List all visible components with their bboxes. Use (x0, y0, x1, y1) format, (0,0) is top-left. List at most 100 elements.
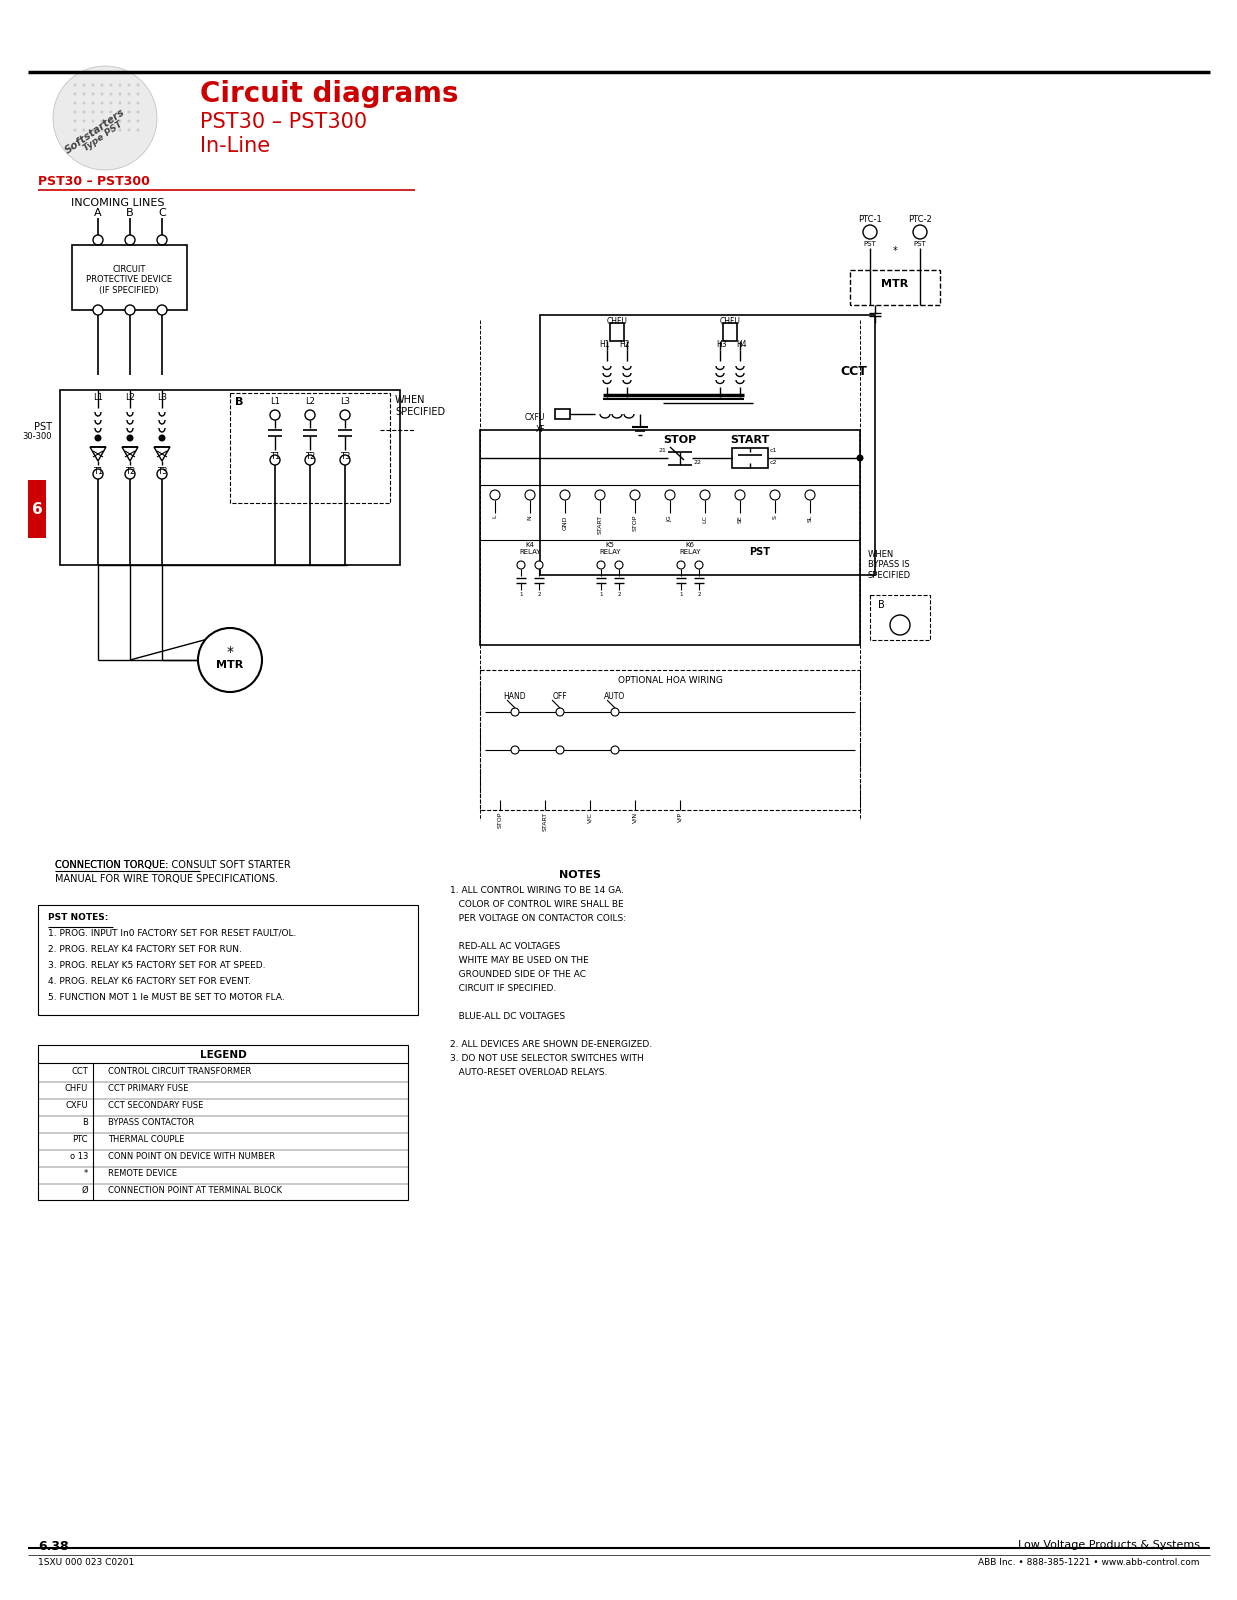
Text: Softstarters: Softstarters (63, 107, 127, 155)
Bar (38, 1045, 408, 1200)
Text: 6: 6 (32, 501, 42, 517)
Text: In-Line: In-Line (200, 136, 270, 157)
Text: *: * (893, 246, 897, 256)
Text: PST NOTES:: PST NOTES: (48, 914, 109, 922)
Circle shape (110, 93, 113, 96)
Circle shape (889, 614, 910, 635)
Text: MTR: MTR (216, 659, 244, 670)
Text: 1: 1 (520, 592, 523, 597)
Circle shape (490, 490, 500, 499)
Circle shape (157, 306, 167, 315)
Circle shape (83, 93, 85, 96)
Circle shape (136, 93, 140, 96)
Text: CHFU: CHFU (720, 317, 741, 326)
Text: H1: H1 (600, 341, 610, 349)
Circle shape (93, 235, 103, 245)
Text: REMOTE DEVICE: REMOTE DEVICE (108, 1170, 177, 1178)
Text: B: B (126, 208, 134, 218)
Text: START: START (597, 515, 602, 534)
Circle shape (136, 120, 140, 123)
Circle shape (863, 226, 877, 238)
Text: CONNECTION TORQUE:: CONNECTION TORQUE: (54, 861, 168, 870)
Text: INCOMING LINES: INCOMING LINES (72, 198, 165, 208)
Text: Low Voltage Products & Systems: Low Voltage Products & Systems (1018, 1539, 1200, 1550)
Bar (541, 315, 875, 574)
Text: 3. PROG. RELAY K5 FACTORY SET FOR AT SPEED.: 3. PROG. RELAY K5 FACTORY SET FOR AT SPE… (48, 962, 266, 970)
Text: S: S (772, 515, 778, 518)
Circle shape (157, 235, 167, 245)
Text: GROUNDED SIDE OF THE AC: GROUNDED SIDE OF THE AC (450, 970, 586, 979)
Text: AUTO: AUTO (605, 691, 626, 701)
Circle shape (83, 101, 85, 104)
Bar (610, 323, 623, 341)
Text: START: START (730, 435, 769, 445)
Circle shape (73, 120, 77, 123)
Circle shape (92, 101, 94, 104)
Circle shape (83, 120, 85, 123)
Circle shape (93, 306, 103, 315)
Text: V/N: V/N (632, 813, 637, 822)
Text: COLOR OF CONTROL WIRE SHALL BE: COLOR OF CONTROL WIRE SHALL BE (450, 899, 623, 909)
Circle shape (119, 101, 121, 104)
Text: L2: L2 (306, 397, 315, 406)
Text: LEGEND: LEGEND (199, 1050, 246, 1059)
Text: A: A (94, 208, 101, 218)
Circle shape (158, 435, 166, 442)
Circle shape (100, 120, 104, 123)
Text: *: * (84, 1170, 88, 1178)
Text: L: L (492, 515, 497, 518)
Text: Type PST: Type PST (82, 120, 124, 154)
Circle shape (119, 110, 121, 114)
Text: T2: T2 (304, 451, 315, 461)
Circle shape (92, 120, 94, 123)
Circle shape (127, 110, 130, 114)
Text: L3: L3 (340, 397, 350, 406)
Circle shape (92, 83, 94, 86)
Text: CIRCUIT
PROTECTIVE DEVICE
(IF SPECIFIED): CIRCUIT PROTECTIVE DEVICE (IF SPECIFIED) (87, 266, 172, 294)
Circle shape (73, 128, 77, 131)
Circle shape (94, 435, 101, 442)
Polygon shape (90, 446, 106, 461)
Text: H4: H4 (737, 341, 747, 349)
Circle shape (83, 83, 85, 86)
Circle shape (73, 101, 77, 104)
Text: 22: 22 (694, 461, 703, 466)
Circle shape (524, 490, 534, 499)
Text: T3: T3 (340, 451, 350, 461)
Bar (480, 430, 860, 645)
Text: L1: L1 (270, 397, 280, 406)
Circle shape (555, 707, 564, 717)
Text: T3: T3 (157, 467, 167, 477)
Text: V/P: V/P (678, 813, 683, 822)
Circle shape (511, 746, 520, 754)
Circle shape (611, 707, 618, 717)
Text: CCT PRIMARY FUSE: CCT PRIMARY FUSE (108, 1085, 188, 1093)
Bar (732, 448, 768, 467)
Text: LC: LC (703, 515, 708, 523)
Circle shape (555, 746, 564, 754)
Circle shape (157, 469, 167, 478)
Circle shape (666, 490, 675, 499)
Text: T1: T1 (93, 467, 103, 477)
Circle shape (92, 110, 94, 114)
Text: STOP: STOP (632, 515, 637, 531)
Text: STOP: STOP (497, 813, 502, 829)
Text: PTC: PTC (73, 1134, 88, 1144)
Circle shape (340, 454, 350, 466)
Circle shape (136, 128, 140, 131)
Circle shape (73, 110, 77, 114)
Text: CCT: CCT (72, 1067, 88, 1075)
Text: 1. ALL CONTROL WIRING TO BE 14 GA.: 1. ALL CONTROL WIRING TO BE 14 GA. (450, 886, 623, 894)
Text: WHEN
BYPASS IS
SPECIFIED: WHEN BYPASS IS SPECIFIED (868, 550, 912, 579)
Circle shape (306, 410, 315, 419)
Circle shape (560, 490, 570, 499)
Text: 2: 2 (617, 592, 621, 597)
Circle shape (100, 110, 104, 114)
Text: B: B (235, 397, 244, 406)
Circle shape (127, 120, 130, 123)
Bar (28, 480, 46, 538)
Circle shape (306, 454, 315, 466)
Text: CIRCUIT IF SPECIFIED.: CIRCUIT IF SPECIFIED. (450, 984, 557, 994)
Bar (72, 245, 187, 310)
Text: PST30 – PST300: PST30 – PST300 (38, 174, 150, 187)
